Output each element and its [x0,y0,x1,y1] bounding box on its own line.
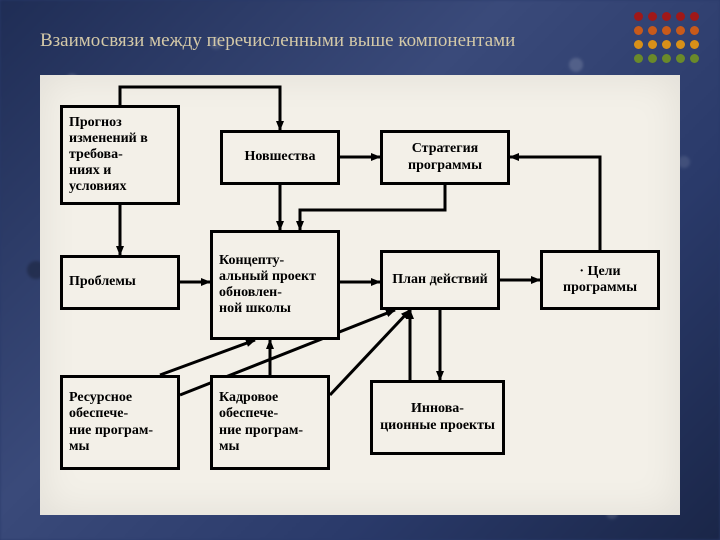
decor-dot [634,54,643,63]
node-prognoz: Прогноз изменений в требова-ниях и услов… [60,105,180,205]
node-strategy: Стратегия программы [380,130,510,185]
decor-dot [690,40,699,49]
decor-dot [662,54,671,63]
decor-dot [662,40,671,49]
node-problemy: Проблемы [60,255,180,310]
decor-dot [634,26,643,35]
slide-root: Взаимосвязи между перечисленными выше ко… [0,0,720,540]
decor-dot [648,40,657,49]
node-resurs: Ресурсное обеспече-ние програм-мы [60,375,180,470]
decor-dot [690,26,699,35]
decor-dot-grid [634,12,700,64]
decor-dot [676,12,685,21]
diagram-nodes-layer: Прогноз изменений в требова-ниях и услов… [40,75,680,515]
decor-dot [648,26,657,35]
decor-dot [634,40,643,49]
node-celi: · Цели программы [540,250,660,310]
decor-dot [648,54,657,63]
node-kadr: Кадровое обеспече-ние програм-мы [210,375,330,470]
decor-dot [690,12,699,21]
decor-dot [634,12,643,21]
decor-dot [648,12,657,21]
decor-dot [676,26,685,35]
decor-dot [662,26,671,35]
decor-dot [676,40,685,49]
node-koncept: Концепту-альный проект обновлен-ной школ… [210,230,340,340]
diagram-container: Прогноз изменений в требова-ниях и услов… [40,75,680,515]
decor-dot [676,54,685,63]
node-novsh: Новшества [220,130,340,185]
node-plan: План действий [380,250,500,310]
slide-title: Взаимосвязи между перечисленными выше ко… [40,30,515,52]
node-innov: Иннова-ционные проекты [370,380,505,455]
decor-dot [662,12,671,21]
decor-dot [690,54,699,63]
